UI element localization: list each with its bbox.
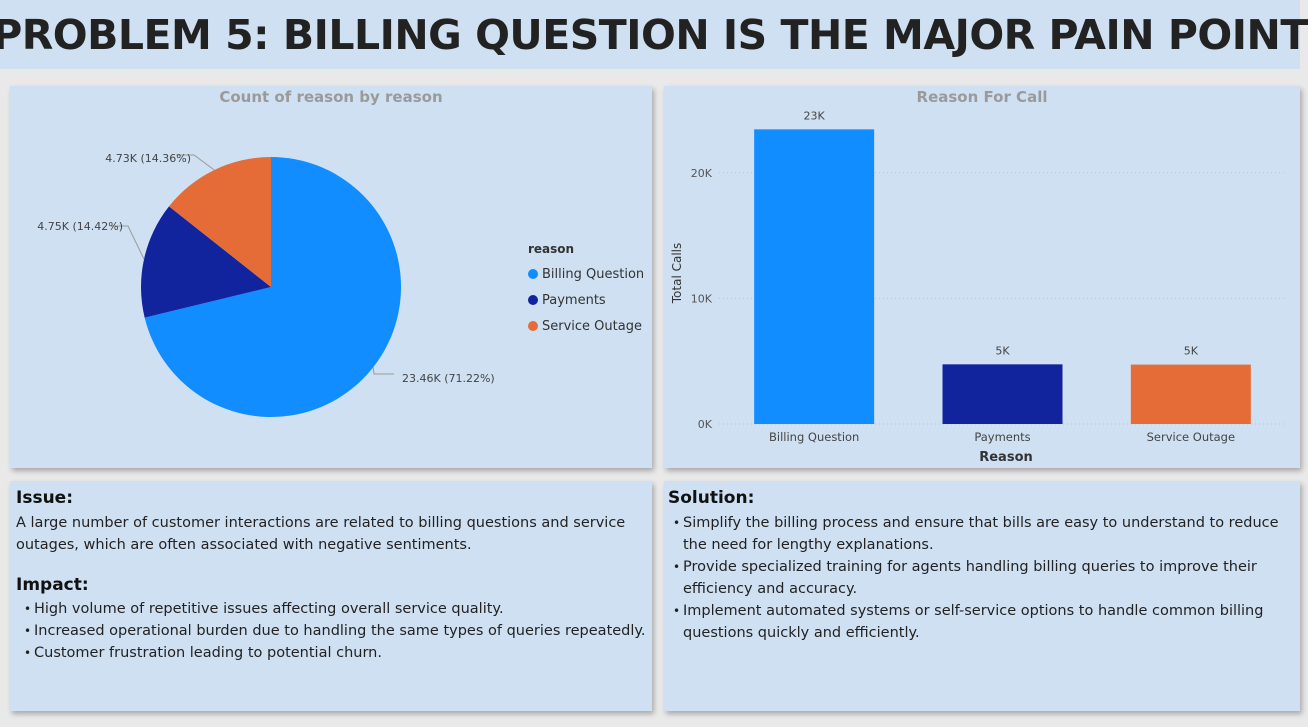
- bar-chart-panel[interactable]: Reason For Call 0K 10K 20K 23K Billing Quest…: [664, 86, 1300, 468]
- solution-panel: Solution: Simplify the billing process a…: [664, 481, 1300, 711]
- legend-item-billing-question[interactable]: Billing Question: [528, 261, 644, 287]
- y-tick-label: 10K: [691, 292, 713, 305]
- y-axis-title: Total Calls: [670, 243, 684, 305]
- pie-chart-panel[interactable]: Count of reason by reason 23.46K (71.22%…: [10, 86, 652, 468]
- list-item: Simplify the billing process and ensure …: [670, 512, 1280, 556]
- legend-label-payments: Payments: [542, 292, 606, 308]
- x-axis-title: Reason: [979, 450, 1033, 465]
- pie-leader-line: [110, 225, 145, 260]
- pie-data-label: 23.46K (71.22%): [402, 372, 495, 385]
- pie-chart-title: Count of reason by reason: [219, 88, 443, 106]
- pie-data-label: 4.73K (14.36%): [105, 152, 191, 165]
- impact-list: High volume of repetitive issues affecti…: [16, 598, 646, 664]
- x-tick-label: Payments: [974, 430, 1030, 444]
- pie-leader-line: [372, 367, 394, 375]
- x-tick-label: Service Outage: [1147, 430, 1235, 444]
- bar-chart-title: Reason For Call: [916, 88, 1048, 106]
- legend-item-payments[interactable]: Payments: [528, 287, 644, 313]
- pie-slice-payments[interactable]: [141, 206, 271, 318]
- solution-list: Simplify the billing process and ensure …: [670, 512, 1280, 644]
- bar-data-label: 5K: [995, 344, 1010, 357]
- bar-service-outage[interactable]: [1130, 364, 1251, 424]
- list-item: Customer frustration leading to potentia…: [16, 642, 646, 664]
- list-item: Implement automated systems or self-serv…: [670, 600, 1280, 644]
- legend-title: reason: [528, 242, 575, 256]
- issue-heading: Issue:: [16, 488, 73, 508]
- issue-text: A large number of customer interactions …: [16, 515, 626, 553]
- list-item: Increased operational burden due to hand…: [16, 620, 646, 642]
- impact-heading: Impact:: [16, 575, 89, 595]
- title-banner: PROBLEM 5: BILLING QUESTION IS THE MAJOR…: [0, 0, 1308, 69]
- bar-data-label: 23K: [804, 109, 826, 122]
- legend-marker-service-outage: [528, 321, 538, 331]
- bar-payments[interactable]: [942, 364, 1063, 424]
- pie-data-label: 4.75K (14.42%): [37, 220, 123, 233]
- bar-data-label: 5K: [1184, 345, 1199, 358]
- list-item: High volume of repetitive issues affecti…: [16, 598, 646, 620]
- pie-legend: reason Billing Question Payments Service…: [528, 242, 644, 339]
- y-tick-label: 20K: [691, 167, 713, 180]
- pie-slice-service-outage[interactable]: [168, 157, 271, 287]
- page-title: PROBLEM 5: BILLING QUESTION IS THE MAJOR…: [0, 10, 1308, 59]
- legend-label-service-outage: Service Outage: [542, 318, 642, 334]
- legend-marker-billing-question: [528, 269, 538, 279]
- bar-chart[interactable]: 0K 10K 20K 23K Billing Question 5K Payments 5K S…: [664, 86, 1300, 468]
- pie-leader-line: [176, 154, 215, 171]
- pie-chart[interactable]: 23.46K (71.22%) 4.75K (14.42%) 4.73K (14.3…: [10, 86, 652, 468]
- legend-marker-payments: [528, 295, 538, 305]
- list-item: Provide specialized training for agents …: [670, 556, 1280, 600]
- legend-item-service-outage[interactable]: Service Outage: [528, 313, 644, 339]
- x-tick-label: Billing Question: [769, 430, 859, 444]
- y-tick-label: 0K: [698, 418, 713, 431]
- legend-label-billing-question: Billing Question: [542, 266, 645, 282]
- pie-slice-billing-question[interactable]: [144, 157, 402, 417]
- bar-billing-question[interactable]: [754, 129, 875, 424]
- issue-panel: Issue: A large number of customer intera…: [10, 481, 652, 711]
- solution-heading: Solution:: [668, 488, 755, 508]
